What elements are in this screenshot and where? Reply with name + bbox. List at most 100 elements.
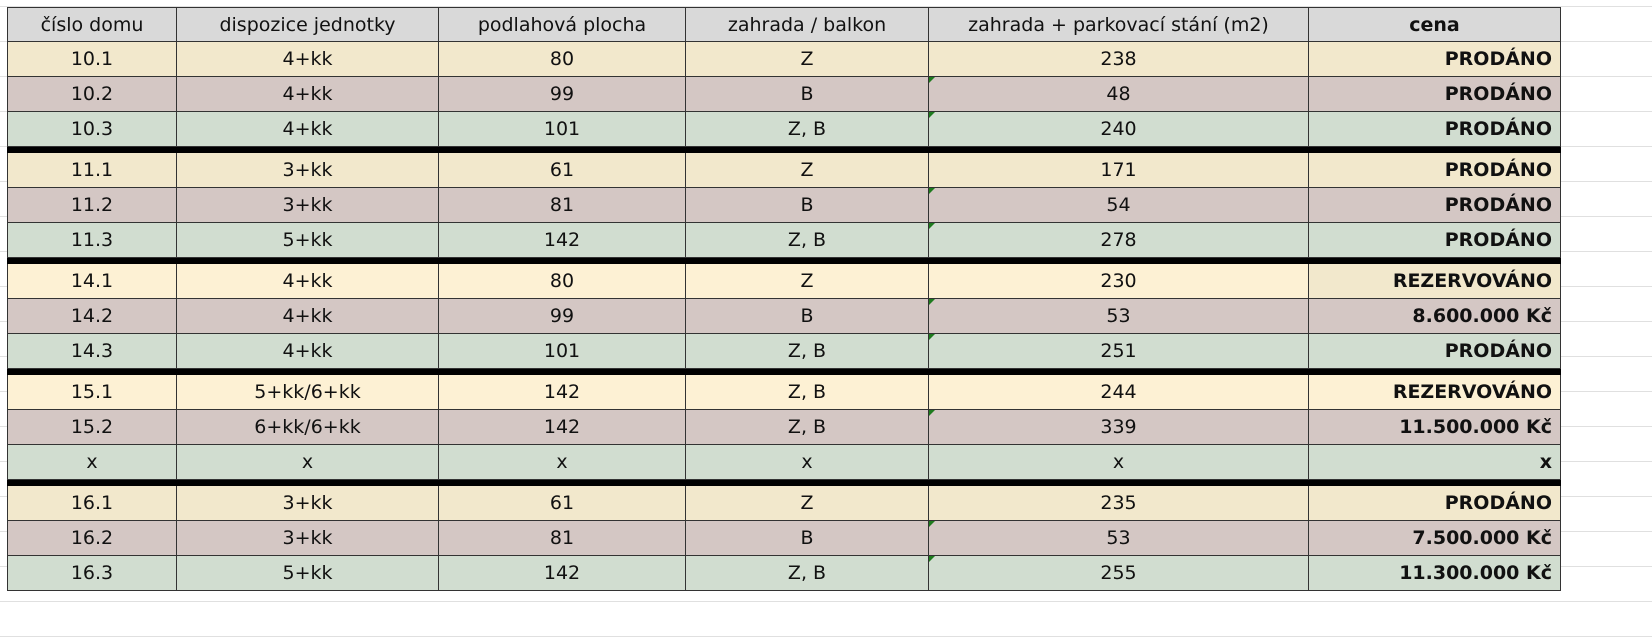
cell-price[interactable]: REZERVOVÁNO [1308, 263, 1561, 299]
cell-garden-parking[interactable]: 240 [928, 111, 1309, 147]
cell-garden-balcony[interactable]: B [685, 298, 929, 334]
cell-price[interactable]: 8.600.000 Kč [1308, 298, 1561, 334]
cell-garden-balcony[interactable]: Z, B [685, 111, 929, 147]
cell-garden-balcony[interactable]: Z [685, 41, 929, 77]
cell-garden-parking[interactable]: 54 [928, 187, 1309, 223]
cell-layout[interactable]: 3+kk [176, 152, 439, 188]
cell-layout[interactable]: 4+kk [176, 76, 439, 112]
cell-layout[interactable]: 4+kk [176, 111, 439, 147]
cell-layout[interactable]: 5+kk [176, 222, 439, 258]
cell-price[interactable]: PRODÁNO [1308, 111, 1561, 147]
comment-marker-icon[interactable] [929, 556, 935, 562]
cell-garden-balcony[interactable]: Z, B [685, 374, 929, 410]
cell-house-number[interactable]: 16.2 [7, 520, 177, 556]
comment-marker-icon[interactable] [929, 77, 935, 83]
header-garden-balcony[interactable]: zahrada / balkon [685, 7, 929, 42]
cell-layout[interactable]: 5+kk/6+kk [176, 374, 439, 410]
cell-garden-parking[interactable]: 230 [928, 263, 1309, 299]
comment-marker-icon[interactable] [929, 299, 935, 305]
cell-house-number[interactable]: 11.3 [7, 222, 177, 258]
cell-layout[interactable]: 4+kk [176, 298, 439, 334]
cell-house-number[interactable]: 11.2 [7, 187, 177, 223]
cell-layout[interactable]: x [176, 444, 439, 480]
cell-floor-area[interactable]: 142 [438, 409, 686, 445]
cell-floor-area[interactable]: 142 [438, 222, 686, 258]
cell-floor-area[interactable]: 142 [438, 374, 686, 410]
comment-marker-icon[interactable] [929, 521, 935, 527]
cell-floor-area[interactable]: 61 [438, 152, 686, 188]
header-garden-parking[interactable]: zahrada + parkovací stání (m2) [928, 7, 1309, 42]
cell-layout[interactable]: 4+kk [176, 263, 439, 299]
cell-house-number[interactable]: 10.3 [7, 111, 177, 147]
comment-marker-icon[interactable] [929, 223, 935, 229]
cell-garden-parking[interactable]: x [928, 444, 1309, 480]
cell-garden-parking[interactable]: 339 [928, 409, 1309, 445]
cell-house-number[interactable]: x [7, 444, 177, 480]
cell-floor-area[interactable]: 81 [438, 187, 686, 223]
cell-garden-balcony[interactable]: B [685, 76, 929, 112]
cell-house-number[interactable]: 15.1 [7, 374, 177, 410]
cell-garden-balcony[interactable]: Z, B [685, 409, 929, 445]
comment-marker-icon[interactable] [929, 410, 935, 416]
cell-house-number[interactable]: 10.2 [7, 76, 177, 112]
cell-house-number[interactable]: 11.1 [7, 152, 177, 188]
cell-garden-balcony[interactable]: Z, B [685, 555, 929, 591]
cell-floor-area[interactable]: 80 [438, 41, 686, 77]
cell-house-number[interactable]: 14.3 [7, 333, 177, 369]
cell-price[interactable]: REZERVOVÁNO [1308, 374, 1561, 410]
cell-garden-parking[interactable]: 238 [928, 41, 1309, 77]
cell-floor-area[interactable]: 81 [438, 520, 686, 556]
cell-floor-area[interactable]: 99 [438, 298, 686, 334]
cell-garden-parking[interactable]: 235 [928, 485, 1309, 521]
cell-garden-parking[interactable]: 251 [928, 333, 1309, 369]
comment-marker-icon[interactable] [929, 334, 935, 340]
cell-floor-area[interactable]: 61 [438, 485, 686, 521]
cell-price[interactable]: PRODÁNO [1308, 222, 1561, 258]
cell-house-number[interactable]: 14.2 [7, 298, 177, 334]
comment-marker-icon[interactable] [929, 112, 935, 118]
cell-garden-parking[interactable]: 53 [928, 298, 1309, 334]
cell-layout[interactable]: 5+kk [176, 555, 439, 591]
cell-floor-area[interactable]: 99 [438, 76, 686, 112]
cell-garden-parking[interactable]: 244 [928, 374, 1309, 410]
cell-price[interactable]: PRODÁNO [1308, 76, 1561, 112]
cell-floor-area[interactable]: 142 [438, 555, 686, 591]
cell-price[interactable]: PRODÁNO [1308, 333, 1561, 369]
cell-garden-balcony[interactable]: B [685, 187, 929, 223]
cell-garden-balcony[interactable]: Z [685, 485, 929, 521]
cell-house-number[interactable]: 16.1 [7, 485, 177, 521]
cell-layout[interactable]: 3+kk [176, 187, 439, 223]
cell-price[interactable]: PRODÁNO [1308, 187, 1561, 223]
cell-layout[interactable]: 3+kk [176, 520, 439, 556]
cell-house-number[interactable]: 15.2 [7, 409, 177, 445]
cell-garden-balcony[interactable]: Z [685, 152, 929, 188]
cell-garden-parking[interactable]: 53 [928, 520, 1309, 556]
cell-price[interactable]: PRODÁNO [1308, 152, 1561, 188]
cell-garden-balcony[interactable]: Z, B [685, 222, 929, 258]
cell-house-number[interactable]: 10.1 [7, 41, 177, 77]
cell-house-number[interactable]: 14.1 [7, 263, 177, 299]
cell-garden-parking[interactable]: 48 [928, 76, 1309, 112]
cell-floor-area[interactable]: 101 [438, 111, 686, 147]
cell-garden-parking[interactable]: 171 [928, 152, 1309, 188]
cell-garden-balcony[interactable]: Z [685, 263, 929, 299]
cell-floor-area[interactable]: 80 [438, 263, 686, 299]
header-house-number[interactable]: číslo domu [7, 7, 177, 42]
cell-garden-parking[interactable]: 278 [928, 222, 1309, 258]
cell-layout[interactable]: 3+kk [176, 485, 439, 521]
header-price[interactable]: cena [1308, 7, 1561, 42]
cell-floor-area[interactable]: 101 [438, 333, 686, 369]
cell-garden-balcony[interactable]: Z, B [685, 333, 929, 369]
cell-price[interactable]: x [1308, 444, 1561, 480]
cell-price[interactable]: PRODÁNO [1308, 485, 1561, 521]
comment-marker-icon[interactable] [929, 188, 935, 194]
cell-garden-balcony[interactable]: x [685, 444, 929, 480]
cell-garden-balcony[interactable]: B [685, 520, 929, 556]
header-layout[interactable]: dispozice jednotky [176, 7, 439, 42]
cell-house-number[interactable]: 16.3 [7, 555, 177, 591]
cell-price[interactable]: 11.500.000 Kč [1308, 409, 1561, 445]
cell-floor-area[interactable]: x [438, 444, 686, 480]
cell-price[interactable]: 11.300.000 Kč [1308, 555, 1561, 591]
header-floor-area[interactable]: podlahová plocha [438, 7, 686, 42]
cell-price[interactable]: PRODÁNO [1308, 41, 1561, 77]
